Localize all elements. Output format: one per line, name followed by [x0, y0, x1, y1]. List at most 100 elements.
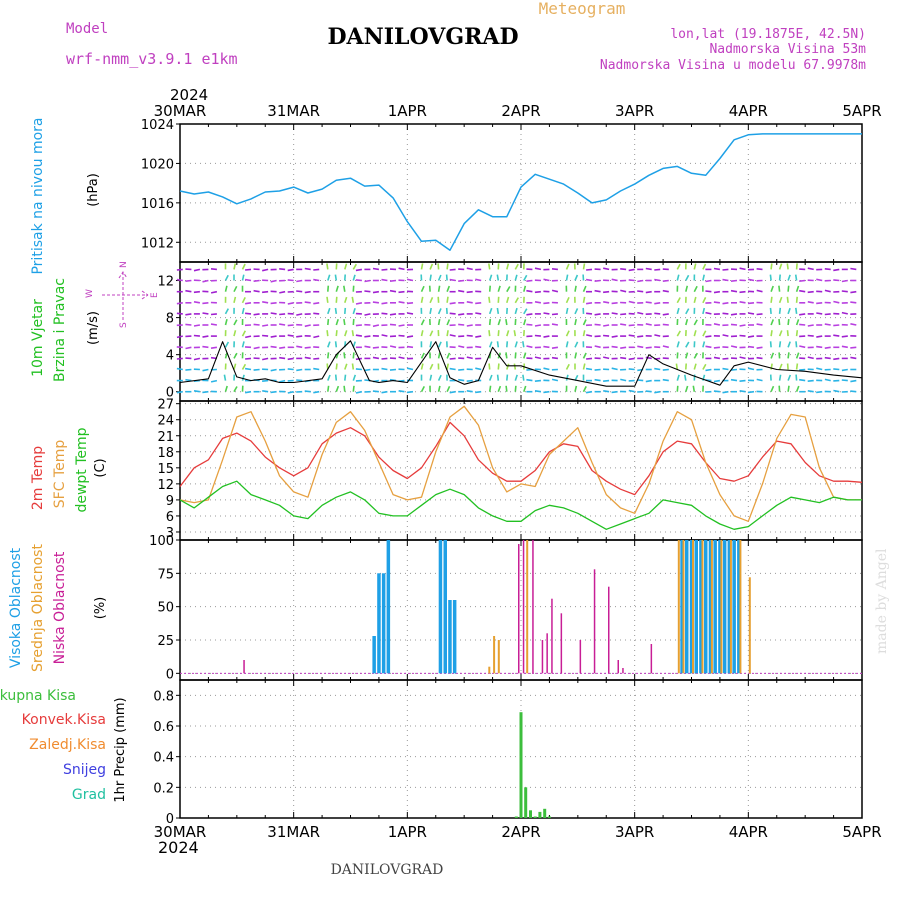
- wind-arrow: [475, 335, 482, 338]
- wind-arrow: [514, 352, 517, 359]
- wind-arrow: [645, 290, 652, 294]
- wind-arrow: [244, 390, 252, 394]
- wind-arrow: [287, 390, 294, 394]
- wind-arrow: [526, 279, 533, 282]
- cloud-bar-mid_cloud: [748, 577, 751, 674]
- cloud-bar-high_cloud: [732, 540, 736, 674]
- wind-arrow: [334, 374, 338, 381]
- wind-arrow: [398, 334, 405, 337]
- wind-arrow: [233, 285, 238, 293]
- wind-arrow: [406, 345, 414, 349]
- footer-title: DANILOVGRAD: [331, 862, 444, 878]
- wind-arrow: [705, 335, 712, 338]
- wind-arrow: [565, 363, 570, 370]
- wind-arrow: [406, 312, 414, 315]
- wind-arrow: [786, 296, 789, 303]
- wind-arrow: [193, 334, 200, 337]
- wind-arrow: [816, 335, 823, 338]
- wind-arrow: [770, 385, 775, 393]
- wind-arrow: [372, 290, 380, 294]
- wind-arrow: [458, 378, 465, 382]
- wind-arrow: [778, 352, 781, 359]
- wind-arrow: [565, 296, 570, 304]
- wind-arrow: [756, 356, 763, 360]
- wind-arrow: [458, 279, 465, 282]
- wind-arrow: [262, 334, 269, 337]
- cloud-bar-low_cloud: [551, 598, 553, 674]
- wind-arrow: [233, 330, 237, 337]
- cloud-bar-low_cloud: [593, 569, 596, 674]
- wind-arrow: [586, 268, 593, 271]
- wind-arrow: [193, 324, 201, 327]
- y-tick-label: 9: [166, 494, 174, 509]
- wind-arrow: [620, 378, 627, 382]
- wind-arrow: [676, 341, 680, 348]
- wind-arrow: [429, 296, 434, 304]
- wind-arrow: [739, 290, 746, 294]
- wind-arrow: [816, 278, 823, 282]
- cloud-bar-low_cloud: [518, 544, 520, 674]
- wind-arrow: [506, 341, 509, 348]
- wind-arrow: [458, 313, 465, 316]
- wind-arrow: [747, 367, 755, 371]
- wind-arrow: [449, 390, 456, 394]
- cloud-bar-low_cloud: [546, 633, 548, 674]
- wind-arrow: [551, 313, 558, 316]
- wind-arrow: [565, 330, 570, 337]
- wind-arrow: [603, 390, 610, 393]
- wind-arrow: [420, 330, 424, 337]
- wind-arrow: [381, 334, 388, 337]
- wind-arrow: [628, 279, 635, 282]
- wind-arrow: [381, 390, 388, 394]
- wind-arrow: [787, 385, 790, 392]
- wind-arrow: [429, 307, 432, 315]
- wind-arrow: [176, 302, 183, 305]
- y-tick-label: 12: [157, 478, 174, 493]
- wind-arrow: [253, 279, 260, 282]
- wind-arrow: [543, 390, 550, 394]
- wind-arrow: [786, 263, 789, 270]
- wind-arrow: [778, 318, 781, 326]
- wind-arrow: [475, 278, 482, 282]
- wind-arrow: [582, 263, 586, 270]
- wind-arrow: [429, 341, 433, 348]
- precip-side-labels: Ukupna Kisa Konvek.Kisa Zaledj.Kisa Snij…: [0, 688, 128, 803]
- wind-arrow: [722, 357, 729, 360]
- x-day-label-top: 2APR: [501, 102, 540, 120]
- wind-arrow: [713, 379, 721, 383]
- wind-arrow: [739, 390, 746, 393]
- wind-arrow: [833, 300, 840, 304]
- cloud-bar-low_cloud: [608, 586, 610, 674]
- wind-arrow: [523, 274, 528, 281]
- cloud-bar-mid_cloud: [729, 540, 732, 674]
- precip-name-label-3: Zaledj.Kisa: [29, 737, 106, 753]
- wind-arrow: [466, 290, 473, 294]
- wind-arrow: [551, 346, 559, 349]
- y-tick-label: 3: [166, 526, 174, 541]
- wind-arrow: [488, 374, 493, 381]
- wind-arrow: [326, 263, 329, 270]
- wind-arrow: [506, 263, 510, 270]
- wind-arrow: [770, 263, 773, 270]
- wind-arrow: [747, 302, 755, 305]
- wind-arrow: [585, 367, 593, 371]
- wind-arrow: [582, 296, 586, 303]
- wind-arrow: [685, 285, 689, 292]
- precip-name-label-2: Konvek.Kisa: [22, 712, 106, 728]
- pressure-line: [179, 133, 862, 251]
- wind-arrow: [279, 356, 286, 360]
- wind-arrow: [514, 297, 519, 304]
- wind-arrow: [389, 323, 397, 326]
- compass-s: S: [119, 322, 129, 328]
- wind-arrow: [279, 313, 286, 316]
- wind-arrow: [526, 378, 533, 382]
- wind-arrow: [850, 323, 857, 326]
- precip-unit-label: 1hr Precip (mm): [113, 697, 128, 802]
- x-day-label-bottom: 5APR: [842, 823, 881, 841]
- wind-arrow: [850, 379, 857, 383]
- wind-arrow: [176, 357, 183, 360]
- wind-arrow: [739, 356, 746, 360]
- wind-arrow: [446, 263, 449, 270]
- panel-3: 0 25 50 75 100: [149, 534, 863, 682]
- wind-arrow: [488, 363, 491, 370]
